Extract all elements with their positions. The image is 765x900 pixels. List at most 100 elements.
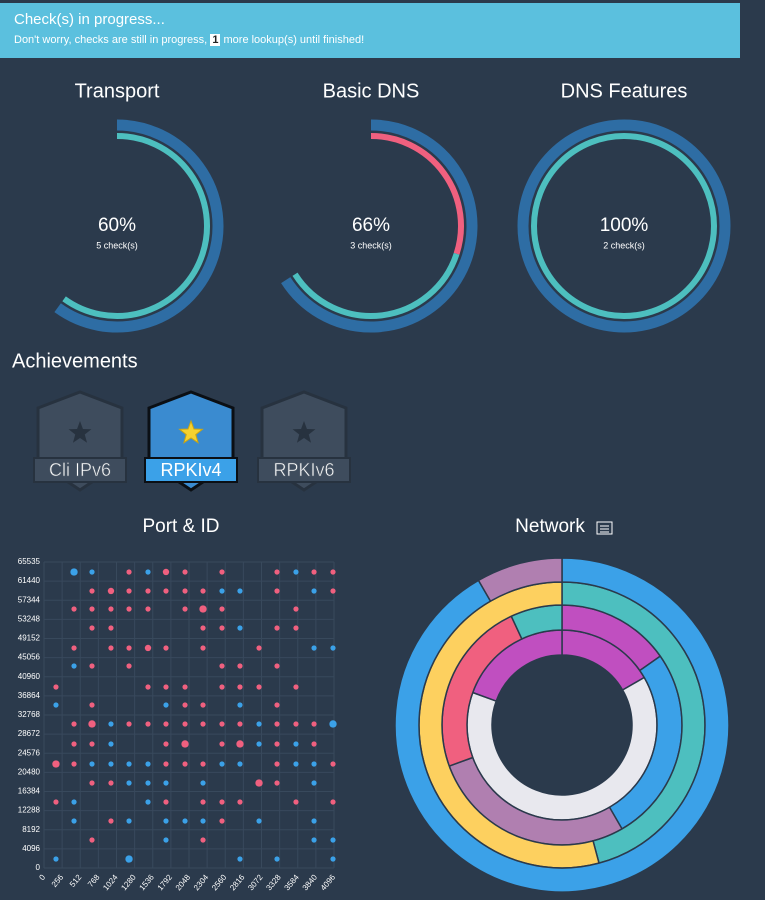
y-tick-label: 49152	[18, 634, 41, 643]
achievement-badge: RPKIv4	[144, 390, 238, 492]
scatter-point	[71, 799, 77, 805]
scatter-point	[274, 569, 280, 575]
scatter-point	[52, 760, 60, 768]
gauge-checks: 5 check(s)	[96, 240, 138, 250]
y-tick-label: 65535	[18, 557, 41, 566]
scatter-point	[237, 761, 243, 767]
scatter-point	[200, 818, 206, 824]
scatter-point	[125, 855, 133, 863]
scatter-point	[219, 799, 225, 805]
chart-title: Port & ID	[142, 516, 219, 537]
scatter-point	[108, 645, 114, 651]
badge-ribbon	[144, 457, 238, 483]
scatter-point	[200, 761, 206, 767]
gauge-segment	[292, 252, 460, 319]
scatter-point	[163, 721, 169, 727]
scatter-point	[274, 721, 280, 727]
gauge-title: Basic DNS	[323, 80, 420, 102]
scatter-point	[237, 588, 243, 594]
y-tick-label: 32768	[18, 710, 41, 719]
banner-text-before: Don't worry, checks are still in progres…	[14, 34, 208, 46]
scatter-point	[200, 799, 206, 805]
scatter-point	[219, 761, 225, 767]
scatter-point	[126, 569, 132, 575]
scatter-point	[311, 588, 317, 594]
scatter-point	[255, 779, 263, 787]
banner-title: Check(s) in progress...	[14, 11, 165, 28]
scatter-point	[182, 818, 188, 824]
badge-label: RPKIv4	[160, 460, 221, 480]
scatter-point	[145, 569, 151, 575]
scatter-point	[237, 625, 243, 631]
scatter-point	[330, 569, 336, 575]
gauge-title: Transport	[75, 80, 160, 102]
y-tick-label: 36864	[18, 691, 41, 700]
scatter-point	[182, 761, 188, 767]
x-tick-label: 2816	[228, 872, 247, 892]
scatter-point	[330, 837, 336, 843]
scatter-point	[274, 741, 280, 747]
scatter-point	[219, 663, 225, 669]
scatter-point	[200, 702, 206, 708]
scatter-point	[126, 780, 132, 786]
scatter-point	[200, 837, 206, 843]
scatter-point	[256, 741, 262, 747]
scatter-point	[236, 740, 244, 748]
x-tick-label: 3584	[283, 872, 302, 892]
scatter-point	[219, 625, 225, 631]
x-tick-label: 0	[37, 872, 47, 882]
sunburst-segment	[394, 557, 730, 893]
scatter-point	[182, 588, 188, 594]
scatter-point	[200, 721, 206, 727]
x-tick-label: 1024	[101, 872, 120, 892]
scatter-point	[293, 721, 299, 727]
scatter-point	[182, 606, 188, 612]
scatter-point	[237, 702, 243, 708]
x-tick-label: 256	[50, 872, 66, 888]
y-tick-label: 4096	[22, 844, 40, 853]
x-tick-label: 4096	[319, 872, 338, 892]
scatter-point	[274, 588, 280, 594]
scatter-point	[237, 721, 243, 727]
scatter-point	[182, 721, 188, 727]
x-tick-label: 3072	[246, 872, 265, 892]
scatter-point	[330, 645, 336, 651]
scatter-point	[256, 684, 262, 690]
scatter-point	[108, 741, 114, 747]
y-tick-label: 57344	[18, 595, 41, 604]
scatter-point	[329, 720, 337, 728]
x-tick-label: 1792	[156, 872, 175, 892]
scatter-point	[163, 799, 169, 805]
gauge-checks: 2 check(s)	[603, 240, 645, 250]
scatter-point	[71, 818, 77, 824]
gauge-total-arc	[517, 119, 731, 333]
x-tick-label: 2304	[192, 872, 211, 892]
scatter-point	[144, 644, 152, 652]
scatter-point	[126, 663, 132, 669]
scatter-point	[145, 799, 151, 805]
y-tick-label: 40960	[18, 672, 41, 681]
scatter-point	[199, 605, 207, 613]
y-tick-label: 8192	[22, 825, 40, 834]
y-tick-label: 20480	[18, 767, 41, 776]
scatter-point	[53, 856, 59, 862]
scatter-point	[330, 799, 336, 805]
y-tick-label: 61440	[18, 576, 41, 585]
lookup-count: 1	[210, 34, 221, 46]
scatter-point	[181, 740, 189, 748]
y-tick-label: 12288	[18, 806, 41, 815]
x-tick-label: 2048	[174, 872, 193, 892]
scatter-point	[163, 588, 169, 594]
achievements-title: Achievements	[12, 350, 138, 372]
badge-star	[68, 421, 92, 443]
achievement-badge: RPKIv6	[257, 390, 351, 492]
scatter-point	[89, 588, 95, 594]
scatter-point	[107, 587, 115, 595]
scatter-point	[163, 818, 169, 824]
badge-star	[178, 419, 204, 444]
scatter-point	[89, 663, 95, 669]
scatter-point	[293, 761, 299, 767]
scatter-point	[256, 645, 262, 651]
scatter-point	[237, 684, 243, 690]
scatter-point	[126, 818, 132, 824]
